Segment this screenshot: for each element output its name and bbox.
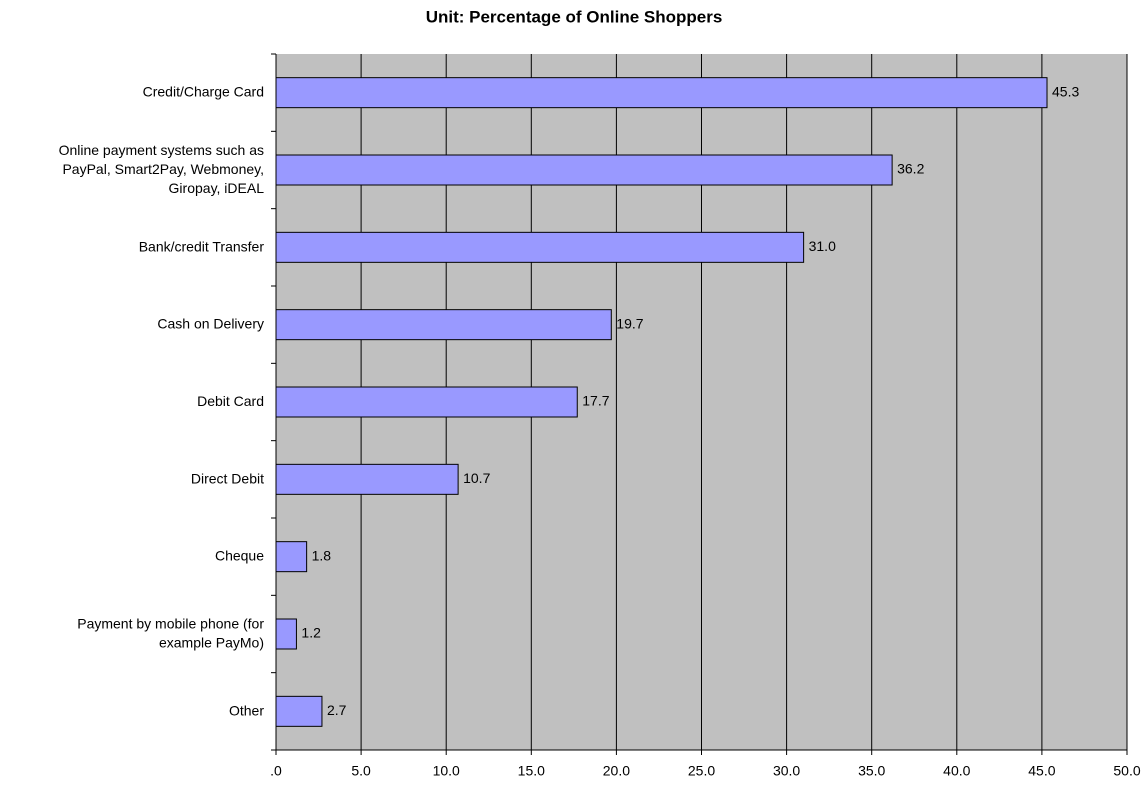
bar bbox=[275, 77, 1048, 109]
x-tick-label: 20.0 bbox=[603, 763, 630, 779]
x-tick-label: 40.0 bbox=[943, 763, 970, 779]
value-label: 36.2 bbox=[897, 161, 924, 177]
bar bbox=[275, 154, 893, 186]
y-tick-label: Bank/credit Transfer bbox=[139, 238, 265, 254]
x-tick-label: 5.0 bbox=[351, 763, 371, 779]
x-tick-label: 30.0 bbox=[773, 763, 800, 779]
bar bbox=[275, 463, 459, 495]
x-tick-label: 25.0 bbox=[688, 763, 715, 779]
y-tick-label: Direct Debit bbox=[191, 470, 264, 486]
y-tick-label: Cheque bbox=[215, 547, 264, 563]
x-tick-label: 35.0 bbox=[858, 763, 885, 779]
x-tick-label: .0 bbox=[270, 763, 282, 779]
bar bbox=[275, 541, 308, 573]
bar bbox=[275, 231, 805, 263]
y-tick-label: Credit/Charge Card bbox=[143, 83, 264, 99]
y-tick-label: Cash on Delivery bbox=[157, 315, 264, 331]
value-label: 19.7 bbox=[616, 315, 643, 331]
value-label: 31.0 bbox=[809, 238, 836, 254]
chart-title: Unit: Percentage of Online Shoppers bbox=[426, 7, 723, 26]
x-tick-label: 10.0 bbox=[433, 763, 460, 779]
x-tick-label: 45.0 bbox=[1028, 763, 1055, 779]
x-tick-label: 15.0 bbox=[518, 763, 545, 779]
y-tick-label: Payment by mobile phone (for example PayM… bbox=[77, 615, 264, 650]
y-tick-label: Debit Card bbox=[197, 393, 264, 409]
value-label: 17.7 bbox=[582, 393, 609, 409]
value-label: 45.3 bbox=[1052, 83, 1079, 99]
x-tick-label: 50.0 bbox=[1113, 763, 1140, 779]
bar bbox=[275, 309, 612, 341]
bar bbox=[275, 386, 578, 418]
y-tick-label: Online payment systems such as PayPal, Sm… bbox=[59, 142, 265, 196]
value-label: 2.7 bbox=[327, 702, 347, 718]
bar bbox=[275, 618, 297, 650]
value-label: 1.2 bbox=[301, 625, 321, 641]
bar bbox=[275, 695, 323, 727]
value-label: 1.8 bbox=[312, 547, 332, 563]
y-tick-label: Other bbox=[229, 702, 264, 718]
value-label: 10.7 bbox=[463, 470, 490, 486]
